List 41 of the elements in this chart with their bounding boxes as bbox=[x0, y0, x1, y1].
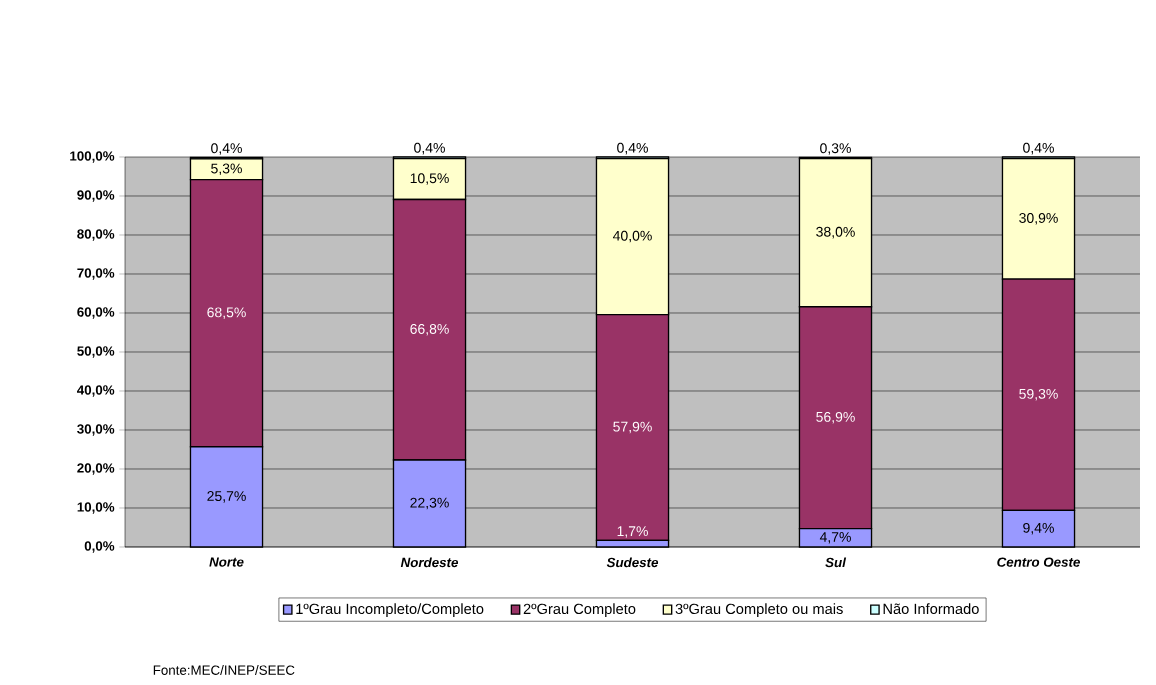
data-label: 38,0% bbox=[816, 226, 855, 239]
y-tick-label: 20,0% bbox=[77, 463, 115, 475]
y-tick-label: 30,0% bbox=[77, 424, 115, 436]
data-label: 1,7% bbox=[617, 526, 648, 538]
x-tick-label: Sul bbox=[825, 557, 847, 568]
data-label: 0,4% bbox=[1023, 142, 1054, 155]
data-label: 9,4% bbox=[1023, 522, 1054, 535]
data-label: 0,4% bbox=[617, 142, 648, 155]
data-label: 57,9% bbox=[613, 421, 652, 434]
y-tick-label: 80,0% bbox=[77, 229, 115, 241]
data-label: 22,3% bbox=[410, 497, 449, 510]
x-tick-label: Nordeste bbox=[400, 557, 459, 568]
x-tick-label: Centro Oeste bbox=[997, 557, 1080, 567]
y-tick-label: 60,0% bbox=[77, 307, 115, 319]
y-tick-label: 0,0% bbox=[84, 541, 115, 553]
y-tick-label: 90,0% bbox=[77, 190, 115, 202]
data-label: 68,5% bbox=[207, 307, 246, 319]
y-tick-label: 50,0% bbox=[77, 346, 115, 358]
data-label: 25,7% bbox=[207, 491, 246, 503]
data-label: 0,3% bbox=[820, 143, 851, 155]
y-tick-label: 100,0% bbox=[70, 151, 115, 163]
data-label: 0,4% bbox=[211, 143, 242, 155]
data-label: 66,8% bbox=[410, 323, 449, 336]
data-label: 4,7% bbox=[819, 532, 851, 544]
data-label: 10,5% bbox=[410, 173, 449, 185]
y-tick-label: 70,0% bbox=[77, 268, 115, 280]
legend-label: Não Informado bbox=[883, 603, 979, 615]
y-tick-label: 40,0% bbox=[77, 385, 115, 397]
y-tick-label: 10,0% bbox=[77, 502, 115, 514]
source-note: Fonte:MEC/INEP/SEEC bbox=[153, 665, 295, 675]
x-tick-label: Sudeste bbox=[606, 557, 659, 568]
data-label: 0,4% bbox=[414, 142, 445, 155]
data-label: 30,9% bbox=[1019, 213, 1058, 225]
legend-label: 3ºGrau Completo ou mais bbox=[675, 603, 843, 617]
data-label: 56,9% bbox=[816, 411, 855, 424]
legend-label: 2ºGrau Completo bbox=[523, 603, 636, 617]
legend-label: 1ºGrau Incompleto/Completo bbox=[296, 603, 484, 617]
data-label: 5,3% bbox=[211, 163, 242, 176]
data-label: 59,3% bbox=[1019, 388, 1058, 401]
data-label: 40,0% bbox=[612, 230, 652, 243]
x-tick-label: Norte bbox=[209, 557, 244, 567]
